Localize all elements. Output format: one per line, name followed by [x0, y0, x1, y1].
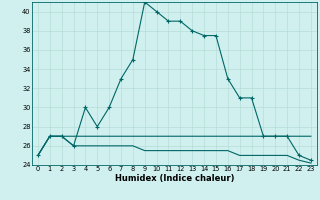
- X-axis label: Humidex (Indice chaleur): Humidex (Indice chaleur): [115, 174, 234, 183]
